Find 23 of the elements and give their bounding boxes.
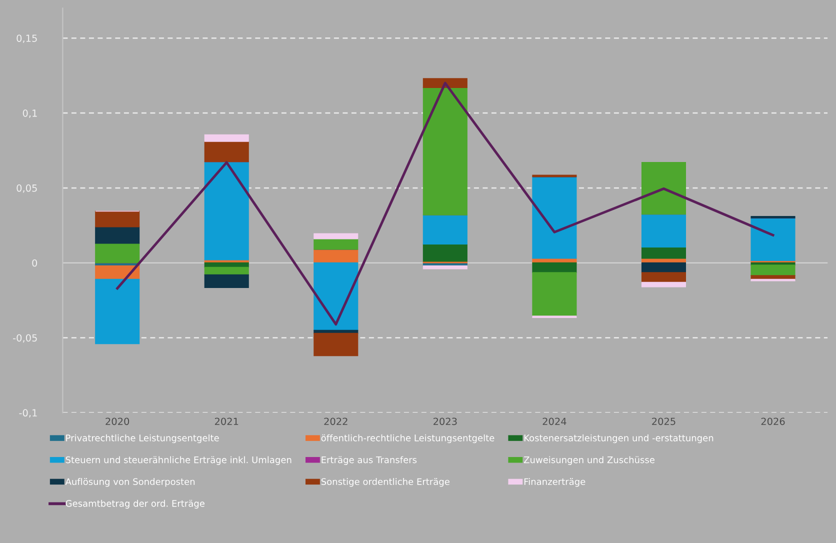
x-tick-label: 2020 (106, 418, 130, 426)
legend-label: Auflösung von Sonderposten (65, 478, 195, 487)
legend-label: öffentlich-rechtliche Leistungsentgelte (321, 434, 494, 444)
y-tick-label: 0,1 (22, 110, 37, 118)
legend-label: Kostenersatzleistungen und -erstattungen (524, 434, 714, 444)
y-tick-label: -0,05 (13, 334, 37, 343)
legend-label: Sonstige ordentliche Erträge (321, 478, 450, 487)
y-tick-label: 0 (32, 259, 38, 267)
legend-label: Privatrechtliche Leistungsentgelte (66, 434, 219, 444)
legend-label: Gesamtbetrag der ord. Erträge (66, 500, 204, 509)
legend-label: Erträge aus Transfers (322, 456, 417, 465)
x-tick-label: 2023 (434, 418, 457, 426)
x-tick-label: 2026 (761, 418, 785, 426)
x-tick-label: 2021 (214, 418, 238, 426)
legend-label: Zuweisungen und Zuschüsse (524, 456, 654, 465)
legend-label: Finanzerträge (524, 478, 586, 487)
x-tick-label: 2022 (324, 418, 348, 426)
y-tick-label: 0,05 (16, 184, 37, 193)
legend-label: Steuern und steuerähnliche Erträge inkl. Umlagen (66, 456, 292, 465)
y-tick-label: 0,15 (16, 34, 37, 43)
y-tick-label: -0,1 (19, 409, 37, 418)
x-tick-label: 2025 (652, 418, 676, 426)
x-tick-label: 2024 (542, 418, 566, 426)
